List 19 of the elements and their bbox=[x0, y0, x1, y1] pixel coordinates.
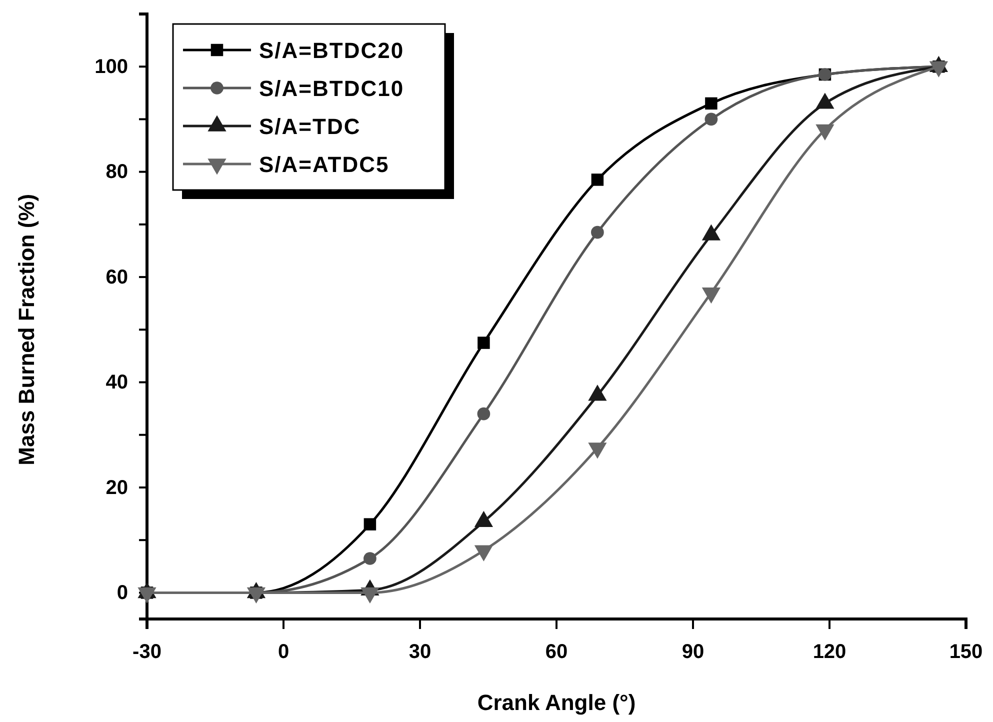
x-tick-label: 60 bbox=[545, 641, 568, 663]
legend-label: S/A=TDC bbox=[259, 114, 361, 139]
x-tick-label: -30 bbox=[132, 641, 162, 663]
y-axis-title: Mass Burned Fraction (%) bbox=[14, 194, 39, 466]
y-tick-label: 60 bbox=[106, 266, 128, 288]
x-axis-title: Crank Angle (°) bbox=[477, 690, 636, 715]
x-tick-label: 120 bbox=[812, 641, 846, 663]
x-tick-label: 150 bbox=[949, 641, 983, 663]
y-tick-label: 0 bbox=[116, 582, 128, 604]
y-tick-label: 100 bbox=[94, 56, 128, 78]
y-tick-label: 80 bbox=[106, 161, 128, 184]
x-tick-label: 90 bbox=[682, 641, 704, 663]
x-tick-label: 0 bbox=[278, 641, 290, 663]
legend-label: S/A=BTDC10 bbox=[259, 76, 404, 101]
legend-label: S/A=BTDC20 bbox=[259, 38, 404, 63]
x-tick-label: 30 bbox=[408, 641, 432, 663]
legend-label: S/A=ATDC5 bbox=[259, 152, 390, 177]
y-tick-label: 20 bbox=[106, 476, 128, 499]
y-tick-label: 40 bbox=[106, 372, 128, 394]
